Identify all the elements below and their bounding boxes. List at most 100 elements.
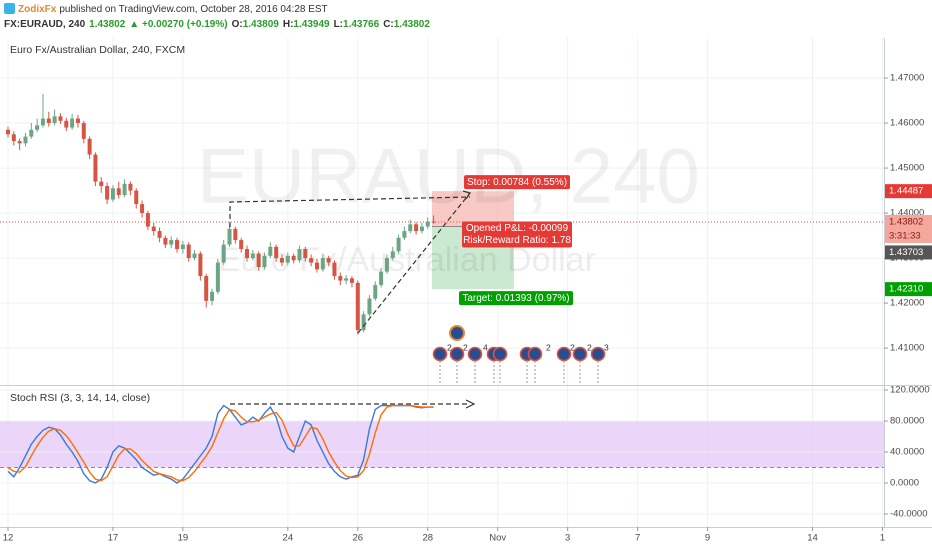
candle-body xyxy=(291,255,296,261)
event-icon[interactable] xyxy=(492,346,508,362)
x-tick-label: 9 xyxy=(705,533,710,544)
last-price-badge xyxy=(885,214,932,229)
candle-body xyxy=(134,190,139,205)
candle-body xyxy=(75,118,80,124)
candle-body xyxy=(268,246,273,256)
event-icon[interactable] xyxy=(527,346,543,362)
event-icon[interactable] xyxy=(590,346,606,362)
x-tick-label: 7 xyxy=(635,533,640,544)
ohlc-label: C: xyxy=(383,19,394,30)
x-tick-label: 28 xyxy=(422,533,433,544)
candle-body xyxy=(140,204,145,214)
candle-body xyxy=(192,253,197,259)
candle-body xyxy=(5,129,10,135)
candle-body xyxy=(35,125,40,130)
candle-body xyxy=(326,258,331,263)
y-tick-label: 1.42000 xyxy=(890,298,924,309)
candle-body xyxy=(373,285,378,299)
candle-body xyxy=(64,120,69,128)
x-tick-label: 24 xyxy=(283,533,294,544)
event-icon[interactable] xyxy=(572,346,588,362)
candle-body xyxy=(163,237,168,245)
event-icon[interactable] xyxy=(449,325,465,341)
x-tick-label: 1 xyxy=(880,533,885,544)
candle-body xyxy=(320,258,325,270)
event-icon[interactable] xyxy=(432,346,448,362)
symbol: FX:EURAUD, 240 xyxy=(4,19,86,30)
event-count: 3 xyxy=(604,342,609,352)
candle-body xyxy=(221,244,226,263)
candle-body xyxy=(233,228,238,241)
ohlc-label: L: xyxy=(334,19,343,30)
candle-body xyxy=(204,276,209,301)
label-text: Opened P&L: -0.00099 xyxy=(466,223,569,234)
change: ▲ +0.00270 (+0.19%) xyxy=(129,19,227,30)
candle-body xyxy=(402,231,407,238)
candle-body xyxy=(274,246,279,259)
x-tick-label: 14 xyxy=(807,533,818,544)
label-text: Risk/Reward Ratio: 1.78 xyxy=(463,235,571,246)
candle-body xyxy=(215,262,220,292)
candle-body xyxy=(151,226,156,232)
y-tick-label: 1.45000 xyxy=(890,163,924,174)
watermark: EURAUD, 240 xyxy=(197,132,700,220)
candle-body xyxy=(309,258,314,263)
candle-body xyxy=(297,249,302,261)
stoch-line xyxy=(7,404,434,482)
candle-body xyxy=(99,181,104,187)
candle-body xyxy=(414,224,419,232)
pane-title: Stoch RSI (3, 3, 14, 14, close) xyxy=(10,392,150,404)
y-tick-label: 1.44000 xyxy=(890,208,924,219)
candle-body xyxy=(419,226,424,232)
label-box xyxy=(464,175,570,190)
arrow-head xyxy=(462,190,471,200)
entry-price-badge xyxy=(885,245,932,260)
trend-line[interactable] xyxy=(357,192,471,334)
candle-body xyxy=(23,136,28,144)
ohlc-label: O: xyxy=(232,19,243,30)
last-price: 1.43802 xyxy=(889,217,923,228)
x-tick-label: 19 xyxy=(178,533,189,544)
candle-body xyxy=(122,183,127,196)
candle-body xyxy=(186,244,191,259)
trend-line[interactable] xyxy=(229,196,471,227)
ohlc-value: 1.43766 xyxy=(343,19,380,30)
y-tick-label: 1.47000 xyxy=(890,73,924,84)
candle-body xyxy=(390,251,395,259)
candle-body xyxy=(239,240,244,250)
ohlc-value: 1.43802 xyxy=(394,19,431,30)
candle-body xyxy=(169,240,174,245)
event-count: 2 xyxy=(463,342,468,352)
candle-body xyxy=(58,116,63,121)
stoch-line xyxy=(7,404,434,484)
logo xyxy=(4,3,15,14)
label-text: Stop: 0.00784 (0.55%) xyxy=(467,177,567,188)
published: published on TradingView.com, October 28… xyxy=(59,4,327,15)
author[interactable]: ZodixFx xyxy=(18,4,57,15)
event-icon[interactable] xyxy=(556,346,572,362)
pane-title: Euro Fx/Australian Dollar, 240, FXCM xyxy=(10,44,185,56)
label-box xyxy=(459,291,573,306)
ohlc-value: 1.43809 xyxy=(243,19,280,30)
stop-price-badge xyxy=(885,184,932,199)
candle-body xyxy=(52,116,57,124)
candle-body xyxy=(361,314,366,331)
candle-body xyxy=(349,278,354,283)
y-tick-label: -40.0000 xyxy=(890,509,928,520)
event-count: 2 xyxy=(587,342,592,352)
candle-body xyxy=(250,253,255,259)
symbol-line: FX:EURAUD, 240 1.43802 ▲ +0.00270 (+0.19%)… xyxy=(4,19,430,30)
event-icon[interactable] xyxy=(467,346,483,362)
candle-body xyxy=(303,249,308,259)
candle-body xyxy=(81,123,86,139)
candle-body xyxy=(285,255,290,263)
candle-body xyxy=(314,262,319,270)
candle-body xyxy=(210,291,215,301)
x-tick-label: 17 xyxy=(108,533,119,544)
event-icon[interactable] xyxy=(449,346,465,362)
candle-body xyxy=(262,255,267,268)
ohlc-label: H: xyxy=(283,19,294,30)
candle-body xyxy=(29,129,34,137)
candle-body xyxy=(344,278,349,281)
